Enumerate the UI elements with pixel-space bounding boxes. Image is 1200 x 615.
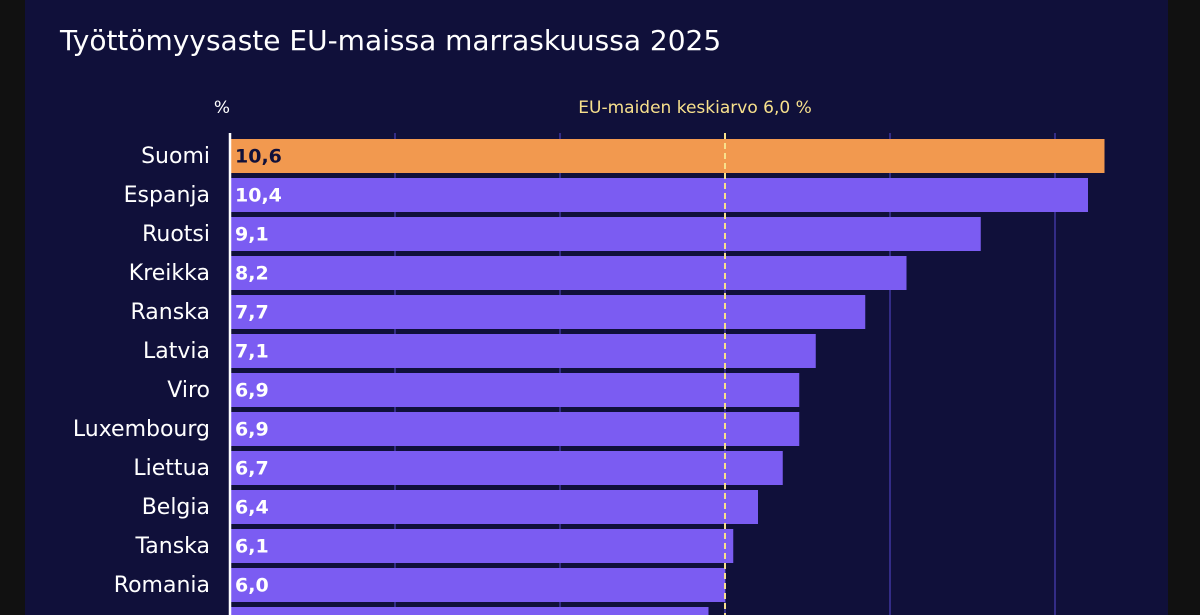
value-label: 10,6 bbox=[235, 146, 282, 168]
bar bbox=[230, 334, 816, 368]
category-label: Belgia bbox=[142, 495, 210, 520]
bar bbox=[230, 607, 709, 615]
bar bbox=[230, 178, 1088, 212]
bar bbox=[230, 490, 758, 524]
value-label: 7,7 bbox=[235, 302, 269, 324]
value-label: 6,1 bbox=[235, 536, 269, 558]
category-label: Espanja bbox=[124, 183, 210, 208]
value-label: 6,9 bbox=[235, 419, 269, 441]
category-label: Tanska bbox=[134, 534, 210, 559]
value-label: 9,1 bbox=[235, 224, 269, 246]
chart-title: Työttömyysaste EU-maissa marraskuussa 20… bbox=[59, 24, 721, 57]
value-label: 10,4 bbox=[235, 185, 282, 207]
value-label: 6,4 bbox=[235, 497, 269, 519]
category-label: Kreikka bbox=[129, 261, 210, 286]
category-label: Luxembourg bbox=[73, 417, 210, 442]
value-label: 8,2 bbox=[235, 263, 269, 285]
category-label: Latvia bbox=[143, 339, 210, 364]
bar bbox=[230, 139, 1105, 173]
value-label: 6,9 bbox=[235, 380, 269, 402]
category-label: Suomi bbox=[141, 144, 210, 169]
value-label: 7,1 bbox=[235, 341, 269, 363]
bar bbox=[230, 568, 725, 602]
value-label: 6,0 bbox=[235, 575, 269, 597]
value-label: 6,7 bbox=[235, 458, 269, 480]
bar bbox=[230, 256, 907, 290]
reference-label: EU-maiden keskiarvo 6,0 % bbox=[578, 98, 811, 118]
bar bbox=[230, 529, 734, 563]
bar bbox=[230, 412, 800, 446]
bar bbox=[230, 295, 866, 329]
bar bbox=[230, 451, 783, 485]
category-label: Liettua bbox=[133, 456, 210, 481]
category-label: Romania bbox=[114, 573, 210, 598]
bar bbox=[230, 217, 981, 251]
x-axis-label: % bbox=[214, 98, 230, 118]
bar bbox=[230, 373, 800, 407]
category-label: Ruotsi bbox=[142, 222, 210, 247]
category-label: Viro bbox=[167, 378, 210, 403]
category-label: Ranska bbox=[130, 300, 210, 325]
